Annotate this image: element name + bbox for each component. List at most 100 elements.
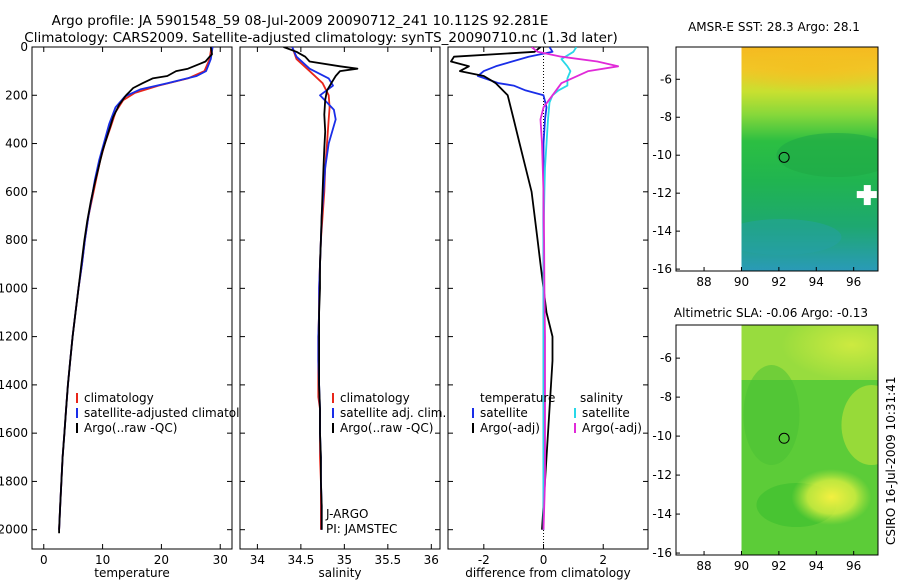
legend-label: Argo(-adj) [582, 421, 642, 435]
y-tick-label: 1000 [0, 281, 28, 295]
x-tick-label: 35 [337, 553, 352, 567]
x-tick-label: 2 [599, 553, 607, 567]
difference-legend: temperature salinitysatelliteArgo(-adj)sa… [472, 391, 642, 435]
legend-label: satellite adj. clim. [340, 406, 446, 420]
salinity-xlabel: salinity [318, 566, 361, 580]
difference-series-group [450, 47, 619, 530]
x-tick-label: 34.5 [288, 553, 315, 567]
series-line-argo-adj--1 [450, 47, 554, 530]
legend-header-temperature: temperature [480, 391, 555, 405]
x-tick-label: 92 [771, 275, 786, 289]
sst-map-border [675, 46, 879, 272]
difference-xlabel: difference from climatology [465, 566, 631, 580]
legend-header-salinity: salinity [580, 391, 623, 405]
sla-map: Altimetric SLA: -0.06 Argo: -0.13 88 90 92… [652, 306, 879, 573]
y-tick-label: -16 [652, 546, 672, 560]
y-tick-label: 800 [5, 233, 28, 247]
y-tick-label: -6 [660, 351, 672, 365]
argo-position-marker [778, 432, 790, 444]
sst-warm-patch [741, 47, 878, 93]
x-tick-label: 96 [846, 275, 861, 289]
sla-low-patch [743, 365, 800, 465]
salinity-series-group [283, 47, 359, 530]
y-tick-label: -14 [652, 224, 672, 238]
sla-map-title: Altimetric SLA: -0.06 Argo: -0.13 [674, 306, 868, 320]
salinity-axes-frame [239, 46, 441, 550]
y-tick-label: -8 [660, 110, 672, 124]
series-line-argo-raw-qc--2 [58, 47, 213, 534]
x-tick-label: 10 [95, 553, 110, 567]
y-tick-label: -6 [660, 72, 672, 86]
x-tick-label: 36 [424, 553, 439, 567]
figure-title-line2: Climatology: CARS2009. Satellite-adjuste… [24, 30, 617, 46]
sla-high-blob [791, 469, 872, 525]
sla-field-layer [741, 325, 878, 555]
x-tick-label: 96 [846, 559, 861, 573]
y-tick-label: -16 [652, 262, 672, 276]
x-tick-label: 88 [696, 275, 711, 289]
annotation-pi: PI: JAMSTEC [326, 522, 397, 536]
missing-data-patch [856, 191, 877, 199]
figure-title-line1: Argo profile: JA 5901548_59 08-Jul-2009 … [52, 13, 549, 29]
x-tick-label: 88 [696, 559, 711, 573]
y-tick-label: -8 [660, 390, 672, 404]
sst-map-title: AMSR-E SST: 28.3 Argo: 28.1 [688, 20, 860, 34]
y-tick-label: -12 [652, 186, 672, 200]
x-tick-label: 90 [734, 275, 749, 289]
y-tick-label: 2000 [0, 523, 28, 537]
x-tick-label: -2 [478, 553, 490, 567]
y-tick-label: 600 [5, 185, 28, 199]
y-tick-label: 0 [20, 40, 28, 54]
temperature-profile-plot: 0 10 20 30 0 200 400 600 800 1000 1200 1400 1600 1800… [0, 40, 262, 580]
x-tick-label: 94 [809, 559, 824, 573]
x-tick-label: 92 [771, 559, 786, 573]
temperature-axes-frame [31, 46, 233, 550]
legend-label: satellite [480, 406, 528, 420]
y-tick-label: -12 [652, 468, 672, 482]
legend-label: Argo(..raw -QC) [340, 421, 433, 435]
temperature-xlabel: temperature [94, 566, 169, 580]
y-tick-label: -10 [652, 429, 672, 443]
legend-label: climatology [84, 391, 154, 405]
salinity-profile-plot: 34 34.5 35 35.5 36 salinity climatologysatelli… [239, 46, 446, 580]
sst-field-layer [741, 47, 878, 271]
x-tick-label: 90 [734, 559, 749, 573]
y-tick-label: -10 [652, 148, 672, 162]
legend-label: Argo(..raw -QC) [84, 421, 177, 435]
x-tick-label: 34 [250, 553, 265, 567]
sla-map-border [675, 324, 879, 556]
temperature-series-group [58, 47, 214, 534]
x-tick-label: 35.5 [374, 553, 401, 567]
argo-position-marker [778, 151, 790, 163]
sst-map: AMSR-E SST: 28.3 Argo: 28.1 88 90 92 94 96 -6… [652, 20, 879, 289]
sla-high-patch [781, 325, 878, 380]
x-tick-label: 0 [540, 553, 548, 567]
x-tick-label: 20 [154, 553, 169, 567]
sla-field: 88 90 92 94 96 -6 -8 -10 -12 -14 -16 [652, 324, 879, 573]
annotation-program: J-ARGO [325, 507, 368, 521]
y-tick-label: 1800 [0, 474, 28, 488]
y-tick-label: 400 [5, 137, 28, 151]
series-line-argo-adj--3 [531, 47, 619, 530]
sst-cool-patch [741, 219, 842, 255]
series-line-argo-raw-qc--2 [283, 47, 359, 530]
legend-label: Argo(-adj) [480, 421, 540, 435]
y-tick-label: 200 [5, 88, 28, 102]
y-tick-label: 1600 [0, 426, 28, 440]
sst-field: 88 90 92 94 96 -6 -8 -10 -12 -14 -16 [652, 46, 879, 289]
legend-label: satellite [582, 406, 630, 420]
x-tick-label: 30 [213, 553, 228, 567]
x-tick-label: 94 [809, 275, 824, 289]
legend-label: climatology [340, 391, 410, 405]
y-tick-label: 1200 [0, 330, 28, 344]
sst-cool-patch [776, 133, 878, 177]
legend-label: satellite-adjusted climatology [84, 406, 262, 420]
y-tick-label: 1400 [0, 378, 28, 392]
timestamp-side-text: CSIRO 16-Jul-2009 10:31:41 [884, 377, 898, 545]
sla-high-patch [841, 385, 878, 465]
y-tick-label: -14 [652, 507, 672, 521]
